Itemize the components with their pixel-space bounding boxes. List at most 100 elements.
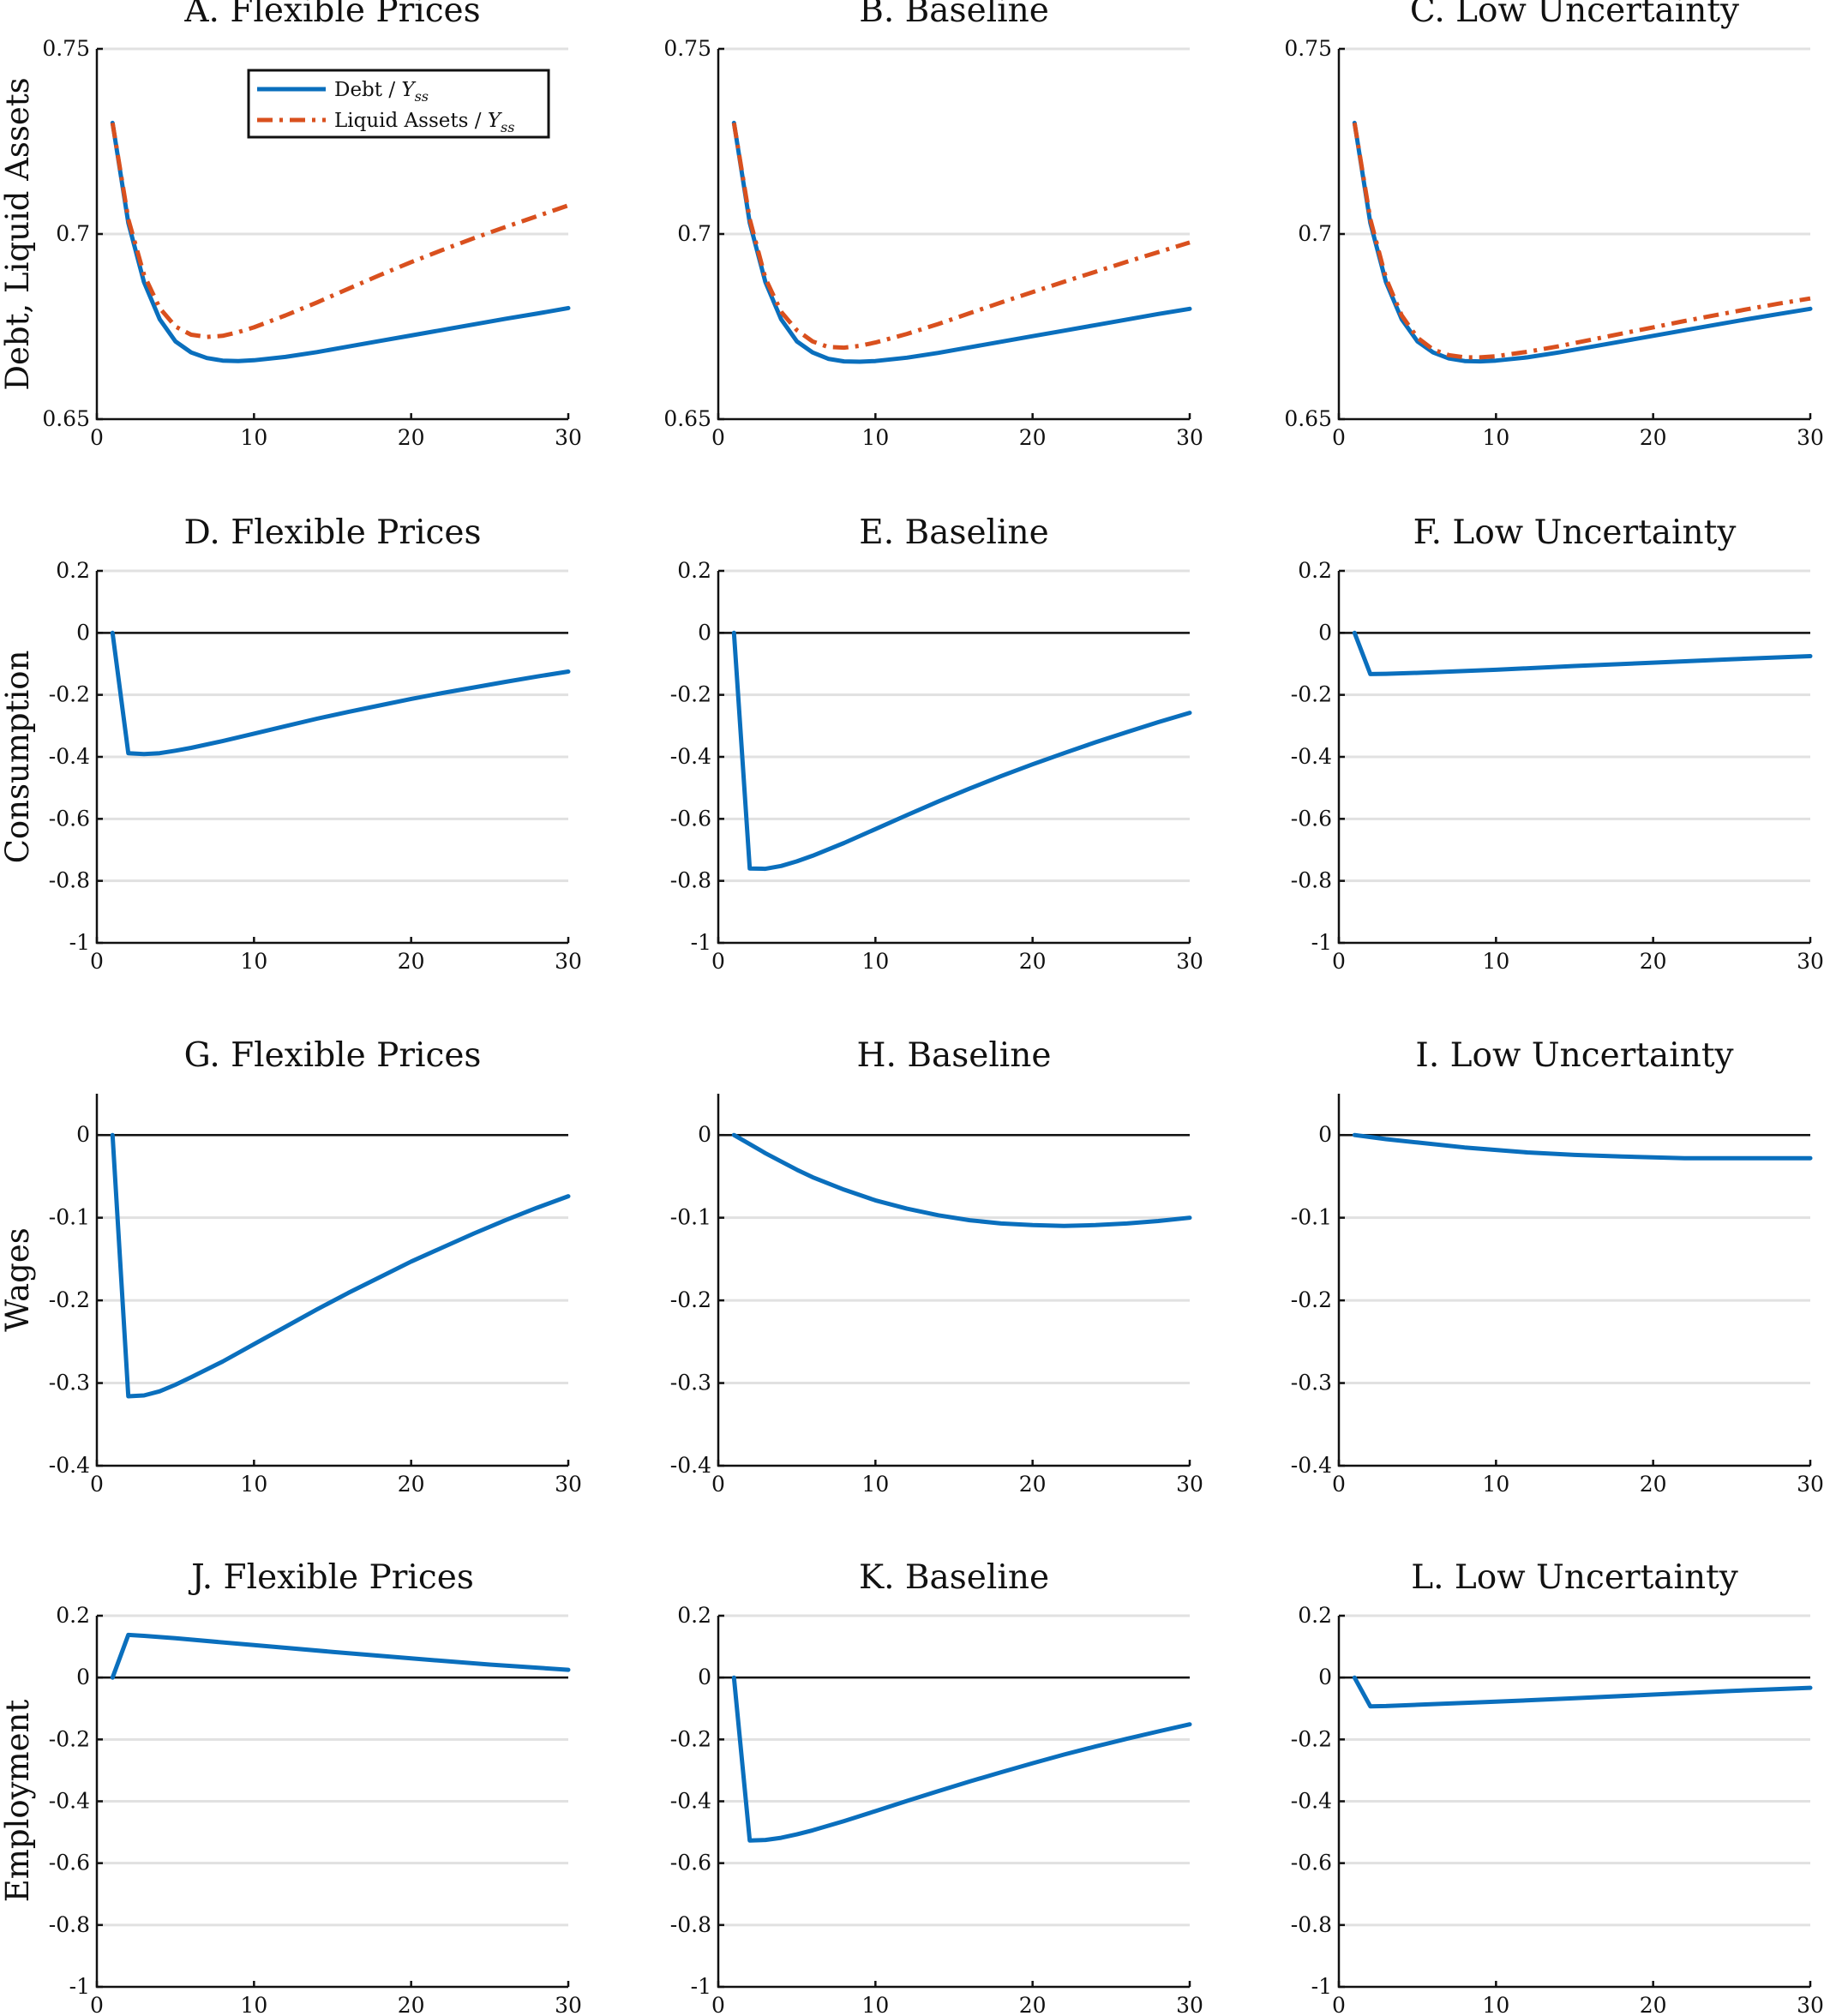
panel-title: J. Flexible Prices — [188, 1558, 474, 1597]
x-tick-label: 20 — [1019, 949, 1047, 974]
series-line-debt — [110, 120, 571, 363]
x-tick-label: 20 — [398, 425, 425, 450]
x-tick-label: 0 — [711, 425, 725, 450]
x-tick-label: 10 — [861, 1993, 889, 2016]
panel-b: 0 10 20 30 0.65 0.7 0.75 B. Baseline — [663, 0, 1203, 450]
y-tick-label: -0.2 — [1291, 1287, 1332, 1312]
y-tick-label: -0.3 — [49, 1371, 90, 1395]
x-tick-label: 0 — [90, 1472, 104, 1497]
row-label-2: Consumption — [0, 651, 36, 864]
x-tick-label: 20 — [398, 949, 425, 974]
y-tick-label: 0.2 — [1298, 558, 1332, 583]
y-tick-label: 0 — [76, 1122, 90, 1147]
x-tick-label: 0 — [1332, 425, 1346, 450]
series-line-debt — [731, 1132, 1192, 1228]
y-tick-label: 0.75 — [1284, 36, 1332, 61]
panel-h: 0 10 20 30 -0.4 -0.3 -0.2 -0.1 0 H. Baseline — [670, 1036, 1203, 1497]
y-tick-label: -0.2 — [49, 1726, 90, 1751]
legend-label-symbol: Y — [488, 110, 503, 132]
y-tick-label: -0.6 — [49, 1851, 90, 1875]
y-tick-label: -0.2 — [49, 682, 90, 707]
y-tick-label: 0 — [1318, 1122, 1332, 1147]
row-label-4: Employment — [0, 1700, 36, 1903]
x-tick-label: 0 — [1332, 949, 1346, 974]
y-tick-label: 0 — [698, 620, 711, 645]
panel-g: 0 10 20 30 -0.4 -0.3 -0.2 -0.1 0 G. Flexible Pric… — [49, 1036, 582, 1497]
panel-title: I. Low Uncertainty — [1415, 1036, 1733, 1075]
y-tick-label: -0.2 — [670, 682, 711, 707]
y-tick-label: 0.65 — [663, 406, 711, 431]
y-tick-label: -0.6 — [49, 806, 90, 831]
x-tick-label: 10 — [1482, 1993, 1509, 2016]
y-tick-label: 0.7 — [677, 221, 711, 246]
series-line-debt — [1352, 120, 1813, 364]
y-tick-label: 0 — [1318, 620, 1332, 645]
y-tick-label: -0.8 — [49, 868, 90, 893]
legend-label-symbol: Y — [401, 79, 417, 101]
panel-title: E. Baseline — [859, 513, 1048, 552]
x-tick-label: 10 — [861, 425, 889, 450]
y-tick-label: -0.6 — [670, 806, 711, 831]
series-line-debt — [1352, 1675, 1813, 1709]
y-tick-label: -0.3 — [1291, 1371, 1332, 1395]
panel-title: K. Baseline — [859, 1558, 1049, 1597]
x-tick-label: 10 — [861, 1472, 889, 1497]
y-tick-label: 0.2 — [677, 558, 711, 583]
x-tick-label: 30 — [1176, 1472, 1203, 1497]
y-tick-label: -0.8 — [670, 868, 711, 893]
y-tick-label: 0.65 — [1284, 406, 1332, 431]
panels: 0 10 20 30 0.65 0.7 0.75 A. Flexible Prices 0 10 2… — [42, 0, 1824, 2016]
y-tick-label: -1 — [69, 930, 90, 955]
x-tick-label: 30 — [1176, 949, 1203, 974]
panel-j: 0 10 20 30 -1 -0.8 -0.6 -0.4 -0.2 0 0.2 J. Flexible… — [49, 1558, 582, 2016]
x-tick-label: 10 — [1482, 949, 1509, 974]
panel-i: 0 10 20 30 -0.4 -0.3 -0.2 -0.1 0 I. Low Uncertain… — [1291, 1036, 1824, 1497]
legend-label: Debt / Yss — [334, 79, 429, 105]
x-tick-label: 30 — [1797, 1993, 1824, 2016]
series-line-debt — [731, 630, 1192, 872]
legend-label-subscript: ss — [501, 119, 514, 135]
legend-label-text: Debt / — [334, 79, 401, 101]
panel-title: B. Baseline — [859, 0, 1049, 30]
y-tick-label: -0.6 — [670, 1851, 711, 1875]
x-tick-label: 20 — [1019, 1472, 1047, 1497]
x-tick-label: 20 — [1640, 1472, 1667, 1497]
y-tick-label: -0.3 — [670, 1371, 711, 1395]
y-tick-label: 0 — [76, 1665, 90, 1689]
y-tick-label: -0.2 — [670, 1287, 711, 1312]
y-tick-label: -0.4 — [1291, 744, 1332, 769]
panel-a: 0 10 20 30 0.65 0.7 0.75 A. Flexible Prices — [42, 0, 582, 450]
x-tick-label: 30 — [1797, 425, 1824, 450]
x-tick-label: 10 — [240, 425, 267, 450]
x-tick-label: 20 — [398, 1993, 425, 2016]
y-tick-label: -1 — [691, 930, 711, 955]
series-line-debt — [731, 1675, 1192, 1843]
x-tick-label: 30 — [555, 1472, 582, 1497]
y-tick-label: -0.1 — [1291, 1205, 1332, 1230]
axes — [1337, 1094, 1810, 1467]
y-tick-label: -0.8 — [1291, 868, 1332, 893]
x-tick-label: 10 — [240, 1993, 267, 2016]
y-tick-label: -1 — [69, 1974, 90, 1999]
y-tick-label: -0.4 — [1291, 1453, 1332, 1478]
x-tick-label: 10 — [1482, 425, 1509, 450]
x-tick-label: 10 — [1482, 1472, 1509, 1497]
series-line-debt — [110, 1132, 571, 1399]
y-tick-label: -0.1 — [670, 1205, 711, 1230]
y-tick-label: 0.75 — [42, 36, 90, 61]
y-tick-label: -0.4 — [670, 744, 711, 769]
y-tick-label: 0.2 — [677, 1603, 711, 1628]
y-tick-label: -0.2 — [1291, 682, 1332, 707]
y-tick-label: -1 — [1311, 930, 1332, 955]
panel-title: D. Flexible Prices — [184, 513, 482, 552]
y-tick-label: 0 — [1318, 1665, 1332, 1689]
series-line-debt — [110, 630, 571, 757]
x-tick-label: 0 — [90, 425, 104, 450]
panel-title: A. Flexible Prices — [183, 0, 480, 30]
y-tick-label: -0.8 — [670, 1912, 711, 1937]
y-tick-label: -0.2 — [49, 1287, 90, 1312]
x-tick-label: 30 — [1797, 1472, 1824, 1497]
legend-label: Liquid Assets / Yss — [334, 110, 514, 135]
